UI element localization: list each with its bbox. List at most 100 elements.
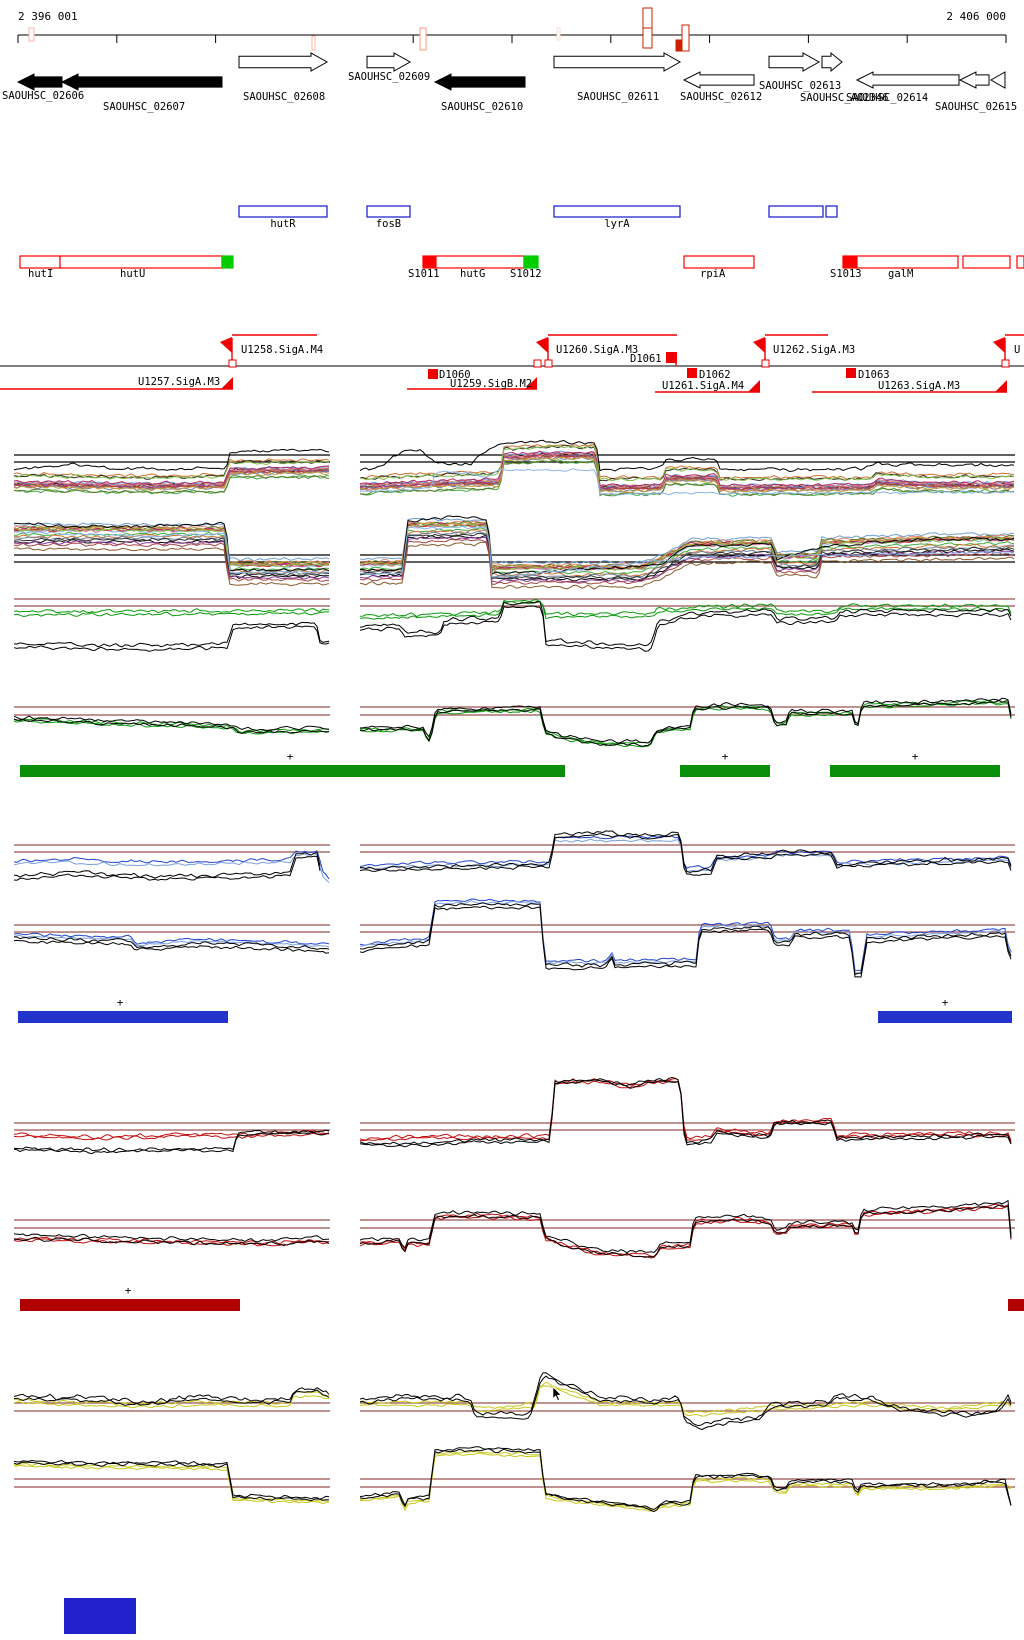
condition-plus-mark: + bbox=[942, 996, 949, 1009]
ruler-feature-mark[interactable] bbox=[642, 7, 653, 29]
blue-condition-bar[interactable] bbox=[878, 1011, 1012, 1023]
expression-trace bbox=[359, 451, 1015, 489]
feature-label: hutU bbox=[120, 268, 145, 280]
expression-trace bbox=[359, 521, 1015, 569]
gene-arrow-SAOUHSC_02607[interactable] bbox=[60, 73, 223, 91]
red-condition-bar[interactable] bbox=[1008, 1299, 1024, 1311]
tu-open-square[interactable] bbox=[228, 359, 237, 368]
feature-box-outline[interactable] bbox=[962, 255, 1011, 269]
feature-box-blue[interactable] bbox=[825, 205, 838, 218]
expression-trace bbox=[359, 541, 1015, 590]
gene-arrow-SAOUHSC_02612[interactable] bbox=[682, 71, 755, 89]
expression-trace bbox=[13, 1129, 330, 1140]
expression-trace bbox=[14, 521, 330, 573]
feature-box-rpiA[interactable] bbox=[683, 255, 755, 269]
expression-trace bbox=[13, 1459, 330, 1500]
condition-plus-mark: + bbox=[125, 1284, 132, 1297]
expression-trace bbox=[359, 444, 1015, 482]
expression-trace bbox=[13, 1464, 330, 1505]
expression-trace bbox=[13, 932, 330, 945]
bottom-blue-bar[interactable] bbox=[64, 1598, 136, 1634]
gene-arrow-SAOUHSC_02616_partial[interactable] bbox=[989, 71, 1006, 89]
tss-flag-up-icon[interactable] bbox=[220, 337, 232, 353]
tu-label: D1063 bbox=[858, 369, 890, 381]
tu-flag-down-icon[interactable] bbox=[221, 377, 233, 389]
gene-arrow-SAOUHSC_02613[interactable] bbox=[768, 52, 821, 72]
expression-trace bbox=[360, 1080, 1012, 1143]
condition-plus-mark: + bbox=[287, 750, 294, 763]
ruler-feature-mark[interactable] bbox=[311, 35, 316, 51]
tu-open-square[interactable] bbox=[761, 359, 770, 368]
feature-box-S1011[interactable] bbox=[422, 255, 437, 269]
tu-open-square[interactable] bbox=[533, 359, 542, 368]
expression-trace bbox=[13, 715, 329, 731]
gene-arrow-SAOUHSC_02608[interactable] bbox=[238, 52, 329, 72]
tu-label: U1259.SigB.M2 bbox=[450, 378, 532, 390]
expression-trace bbox=[359, 830, 1012, 873]
ruler-feature-mark[interactable] bbox=[675, 39, 682, 52]
tu-open-square[interactable] bbox=[544, 359, 553, 368]
expression-trace bbox=[13, 608, 330, 614]
expression-trace bbox=[359, 1372, 1012, 1427]
gene-arrow-SAOUHSC_02606[interactable] bbox=[16, 73, 63, 91]
feature-box-greenfill[interactable] bbox=[221, 255, 234, 269]
expression-trace bbox=[13, 852, 321, 879]
gene-arrow-SAOUHSC_02613b[interactable] bbox=[821, 51, 843, 73]
feature-box-lyrA[interactable] bbox=[553, 205, 681, 218]
feature-box-S1013[interactable] bbox=[842, 255, 858, 269]
ruler-feature-mark[interactable] bbox=[28, 27, 35, 42]
tu-site-square[interactable] bbox=[846, 368, 856, 378]
green-condition-bar[interactable] bbox=[20, 765, 565, 777]
expression-trace bbox=[359, 905, 1012, 978]
red-condition-bar[interactable] bbox=[20, 1299, 240, 1311]
expression-trace bbox=[13, 934, 330, 948]
feature-box-blue[interactable] bbox=[768, 205, 824, 218]
gene-arrow-SAOUHSC_02611[interactable] bbox=[553, 52, 682, 72]
expression-trace bbox=[359, 529, 1015, 577]
tss-flag-up-icon[interactable] bbox=[536, 337, 548, 353]
feature-box-hutR[interactable] bbox=[238, 205, 328, 218]
gene-arrow-SAOUHSC_02615[interactable] bbox=[958, 71, 990, 89]
expression-trace bbox=[360, 450, 1015, 488]
feature-box-galM[interactable] bbox=[856, 255, 959, 269]
expression-trace bbox=[359, 525, 1015, 579]
gene-arrow-SAOUHSC_02614[interactable] bbox=[855, 71, 960, 89]
expression-trace bbox=[359, 701, 1012, 748]
feature-box-hutI[interactable] bbox=[19, 255, 61, 269]
feature-label: S1011 bbox=[408, 268, 440, 280]
expression-trace bbox=[359, 902, 1012, 976]
feature-box-fosB[interactable] bbox=[366, 205, 411, 218]
expression-trace bbox=[359, 456, 1015, 493]
gene-arrow-SAOUHSC_02609[interactable] bbox=[366, 52, 412, 72]
expression-trace bbox=[13, 1462, 330, 1503]
tu-site-square[interactable] bbox=[428, 369, 438, 379]
tu-flag-down-icon[interactable] bbox=[748, 380, 760, 392]
ruler-feature-mark[interactable] bbox=[419, 27, 427, 51]
feature-box-S1012[interactable] bbox=[523, 255, 539, 269]
feature-box-hutU[interactable] bbox=[59, 255, 223, 269]
ruler-feature-mark[interactable] bbox=[556, 27, 561, 41]
tu-label: U1258.SigA.M4 bbox=[241, 344, 323, 356]
blue-condition-bar[interactable] bbox=[18, 1011, 228, 1023]
ruler-feature-mark[interactable] bbox=[642, 27, 653, 49]
expression-trace bbox=[359, 1204, 1012, 1258]
expression-trace bbox=[359, 450, 1015, 488]
tu-flag-down-icon[interactable] bbox=[995, 380, 1007, 392]
expression-trace bbox=[13, 531, 330, 574]
tu-site-square[interactable] bbox=[666, 352, 677, 363]
tu-site-square[interactable] bbox=[687, 368, 697, 378]
feature-box-hutG[interactable] bbox=[435, 255, 525, 269]
tss-flag-up-icon[interactable] bbox=[753, 337, 765, 353]
tu-flag-down-icon[interactable] bbox=[525, 377, 537, 389]
tss-flag-up-icon[interactable] bbox=[993, 337, 1005, 353]
green-condition-bar[interactable] bbox=[830, 765, 1000, 777]
green-condition-bar[interactable] bbox=[680, 765, 770, 777]
expression-trace bbox=[359, 1199, 1012, 1254]
gene-arrow-SAOUHSC_02610[interactable] bbox=[433, 73, 526, 91]
feature-box-outline[interactable] bbox=[1016, 255, 1024, 269]
tu-open-square[interactable] bbox=[1001, 359, 1010, 368]
expression-trace bbox=[359, 517, 1014, 565]
ruler-feature-mark[interactable] bbox=[681, 24, 690, 52]
gene-label: SAOUHSC_02613 bbox=[759, 80, 841, 92]
expression-trace bbox=[13, 471, 330, 492]
